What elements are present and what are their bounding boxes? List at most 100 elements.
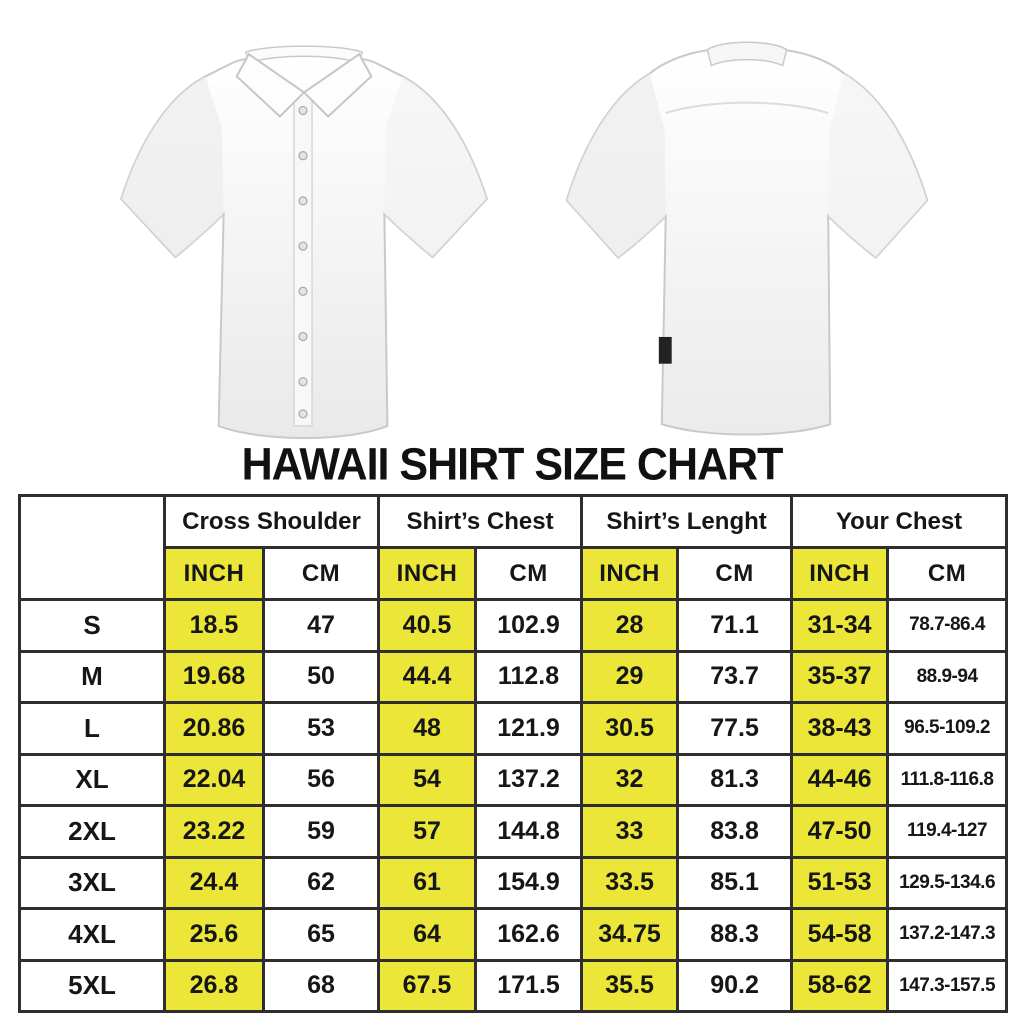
cell: 35.5 bbox=[580, 958, 680, 1013]
back-shirt-drawing bbox=[565, 41, 929, 436]
cell: 59 bbox=[261, 804, 381, 859]
cell: 88.3 bbox=[676, 907, 794, 962]
unit-header-inch: INCH bbox=[163, 546, 265, 601]
unit-header-inch: INCH bbox=[580, 546, 680, 601]
cell: 28 bbox=[580, 598, 680, 653]
cell: 20.86 bbox=[163, 701, 265, 756]
cell: 40.5 bbox=[377, 598, 478, 653]
cell: 26.8 bbox=[163, 958, 265, 1013]
cell: 44.4 bbox=[377, 649, 478, 704]
size-row-label: M bbox=[18, 649, 166, 704]
cell: 85.1 bbox=[676, 855, 794, 910]
cell: 57 bbox=[377, 804, 478, 859]
unit-header-row: INCH CM INCH CM INCH CM INCH CM bbox=[20, 546, 1009, 601]
collar-band bbox=[706, 41, 788, 67]
cell: 62 bbox=[261, 855, 381, 910]
cell: 154.9 bbox=[474, 855, 584, 910]
corner-cell bbox=[18, 494, 166, 601]
cell: 47 bbox=[261, 598, 381, 653]
cell: 24.4 bbox=[163, 855, 265, 910]
cell: 54 bbox=[377, 752, 478, 807]
table-row-2xl: 2XL 23.22 59 57 144.8 33 83.8 47-50 119.… bbox=[18, 804, 1009, 859]
cell: 47-50 bbox=[790, 804, 890, 859]
unit-header-cm: CM bbox=[676, 546, 794, 601]
cell: 19.68 bbox=[163, 649, 265, 704]
cell: 32 bbox=[580, 752, 680, 807]
side-tag bbox=[658, 336, 672, 364]
button-placket bbox=[293, 91, 313, 427]
cell: 144.8 bbox=[474, 804, 584, 859]
group-header-cross-shoulder: Cross Shoulder bbox=[162, 494, 381, 549]
cell: 38-43 bbox=[790, 701, 890, 756]
cell: 31-34 bbox=[790, 598, 890, 653]
size-row-label: 2XL bbox=[18, 804, 166, 859]
cell: 83.8 bbox=[676, 804, 794, 859]
unit-header-inch: INCH bbox=[377, 546, 478, 601]
cell: 29 bbox=[580, 649, 680, 704]
cell: 56 bbox=[261, 752, 381, 807]
cell: 121.9 bbox=[474, 701, 584, 756]
cell: 64 bbox=[377, 907, 478, 962]
size-row-label: 5XL bbox=[18, 958, 166, 1013]
front-shirt-drawing bbox=[120, 45, 488, 439]
cell: 102.9 bbox=[474, 598, 584, 653]
cell: 33 bbox=[580, 804, 680, 859]
size-row-label: L bbox=[18, 701, 166, 756]
cell: 119.4-127 bbox=[886, 804, 1009, 859]
cell: 23.22 bbox=[163, 804, 265, 859]
cell: 68 bbox=[261, 958, 381, 1013]
cell: 48 bbox=[377, 701, 478, 756]
page-title: HAWAII SHIRT SIZE CHART bbox=[241, 439, 784, 491]
cell: 44-46 bbox=[790, 752, 890, 807]
cell: 34.75 bbox=[580, 907, 680, 962]
group-header-shirts-chest: Shirt’s Chest bbox=[377, 494, 584, 549]
cell: 162.6 bbox=[474, 907, 584, 962]
cell: 51-53 bbox=[790, 855, 890, 910]
unit-header-cm: CM bbox=[474, 546, 584, 601]
cell: 33.5 bbox=[580, 855, 680, 910]
column-group-row: Cross Shoulder Shirt’s Chest Shirt’s Len… bbox=[18, 494, 1009, 601]
unit-header-cm: CM bbox=[261, 546, 381, 601]
cell: 137.2 bbox=[474, 752, 584, 807]
cell: 25.6 bbox=[163, 907, 265, 962]
cell: 81.3 bbox=[676, 752, 794, 807]
table-row-xl: XL 22.04 56 54 137.2 32 81.3 44-46 111.8… bbox=[18, 752, 1009, 807]
cell: 54-58 bbox=[790, 907, 890, 962]
cell: 18.5 bbox=[163, 598, 265, 653]
cell: 147.3-157.5 bbox=[886, 958, 1009, 1013]
cell: 30.5 bbox=[580, 701, 680, 756]
yoke-seam bbox=[665, 101, 829, 115]
cell: 67.5 bbox=[377, 958, 478, 1013]
cell: 88.9-94 bbox=[886, 649, 1009, 704]
front-shirt-image bbox=[104, 6, 500, 446]
cell: 22.04 bbox=[163, 752, 265, 807]
cell: 111.8-116.8 bbox=[886, 752, 1009, 807]
size-row-label: S bbox=[18, 598, 166, 653]
table-row-s: S 18.5 47 40.5 102.9 28 71.1 31-34 78.7-… bbox=[18, 598, 1009, 653]
cell: 61 bbox=[377, 855, 478, 910]
unit-header-cm: CM bbox=[886, 546, 1009, 601]
buttons bbox=[298, 105, 308, 419]
size-row-label: 3XL bbox=[18, 855, 166, 910]
table-row-3xl: 3XL 24.4 62 61 154.9 33.5 85.1 51-53 129… bbox=[18, 855, 1009, 910]
cell: 78.7-86.4 bbox=[886, 598, 1009, 653]
cell: 65 bbox=[261, 907, 381, 962]
group-header-your-chest: Your Chest bbox=[790, 494, 1009, 549]
cell: 77.5 bbox=[676, 701, 794, 756]
cell: 96.5-109.2 bbox=[886, 701, 1009, 756]
cell: 58-62 bbox=[790, 958, 890, 1013]
cell: 71.1 bbox=[676, 598, 794, 653]
cell: 90.2 bbox=[676, 958, 794, 1013]
cell: 129.5-134.6 bbox=[886, 855, 1009, 910]
table-row-4xl: 4XL 25.6 65 64 162.6 34.75 88.3 54-58 13… bbox=[18, 907, 1009, 962]
cell: 112.8 bbox=[474, 649, 584, 704]
cell: 53 bbox=[261, 701, 381, 756]
table-row-5xl: 5XL 26.8 68 67.5 171.5 35.5 90.2 58-62 1… bbox=[18, 958, 1009, 1013]
cell: 137.2-147.3 bbox=[886, 907, 1009, 962]
size-row-label: 4XL bbox=[18, 907, 166, 962]
size-row-label: XL bbox=[18, 752, 166, 807]
cell: 35-37 bbox=[790, 649, 890, 704]
cell: 50 bbox=[261, 649, 381, 704]
table-row-l: L 20.86 53 48 121.9 30.5 77.5 38-43 96.5… bbox=[18, 701, 1009, 756]
cell: 73.7 bbox=[676, 649, 794, 704]
